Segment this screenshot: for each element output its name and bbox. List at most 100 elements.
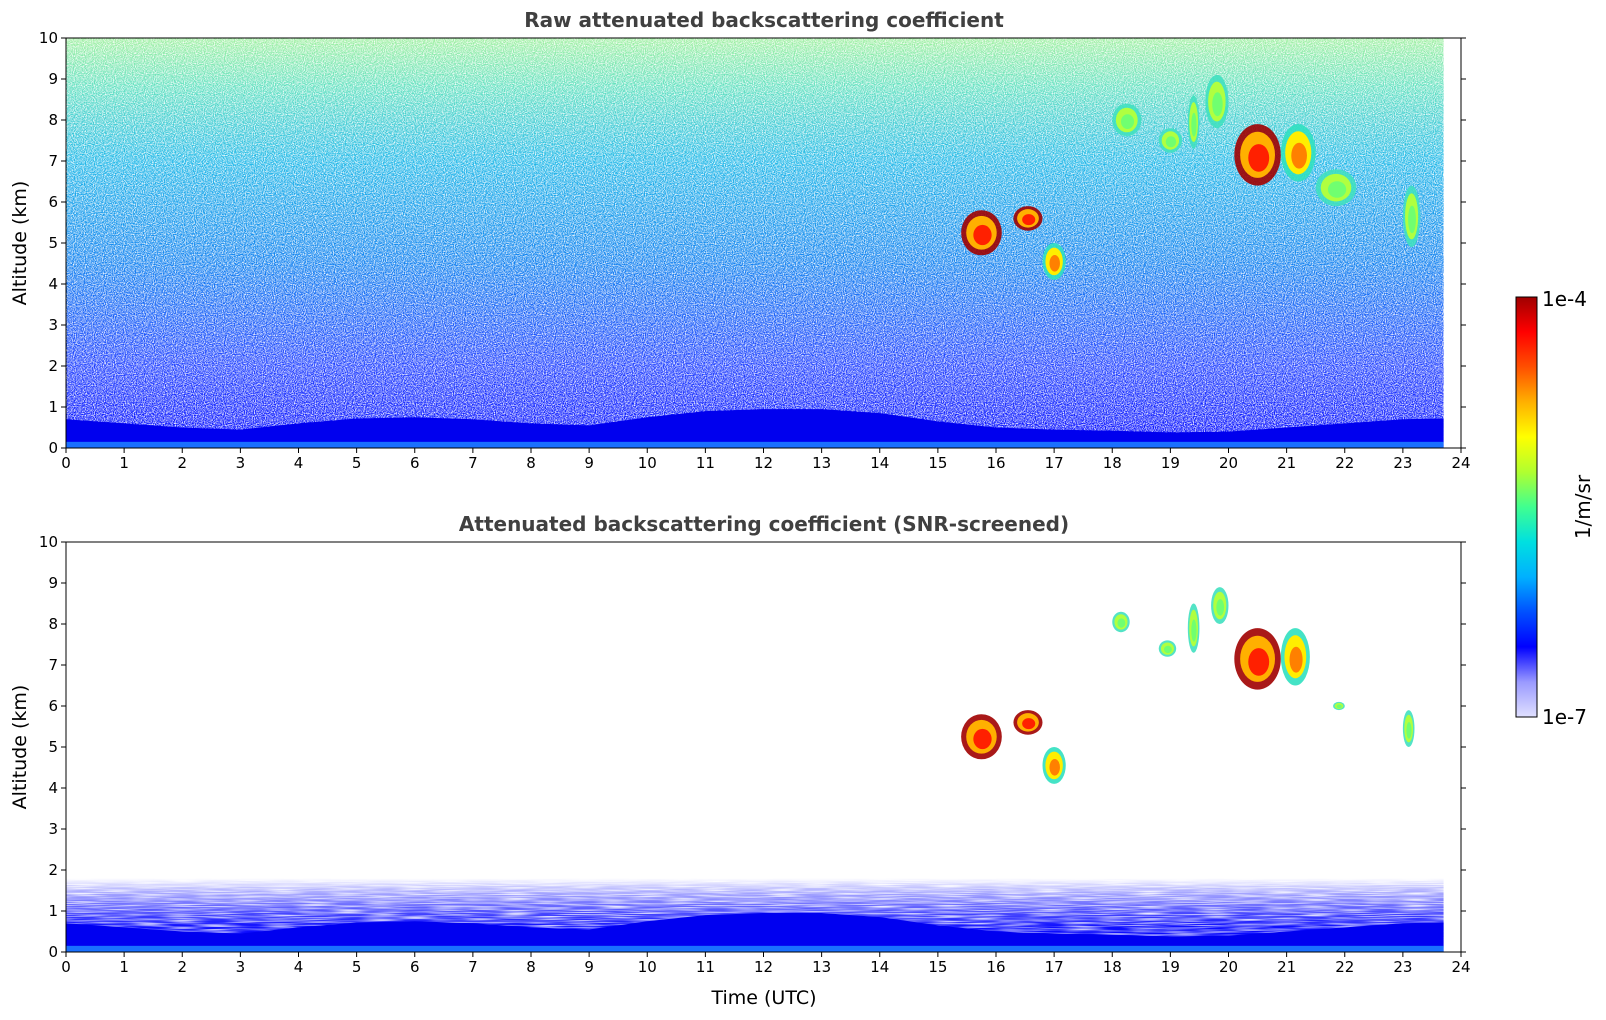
raw-x-tick-label: 9 bbox=[584, 454, 594, 472]
screened-y-tick-label: 5 bbox=[48, 738, 58, 756]
screened-y-tick-label: 10 bbox=[39, 533, 58, 551]
screened-y-tick-label: 7 bbox=[48, 656, 58, 674]
raw-x-tick-label: 24 bbox=[1451, 454, 1470, 472]
screened-cloud-feature bbox=[1112, 611, 1130, 633]
raw-x-tick-label: 4 bbox=[294, 454, 304, 472]
raw-x-tick-label: 12 bbox=[754, 454, 773, 472]
screened-x-tick-label: 6 bbox=[410, 958, 420, 976]
screened-x-tick-label: 22 bbox=[1335, 958, 1354, 976]
raw-x-tick-label: 15 bbox=[928, 454, 947, 472]
screened-x-tick-label: 18 bbox=[1103, 958, 1122, 976]
screened-cloud-feature bbox=[1013, 710, 1043, 735]
screened-y-tick-label: 0 bbox=[48, 943, 58, 961]
screened-y-tick-label: 8 bbox=[48, 615, 58, 633]
raw-x-tick-label: 16 bbox=[986, 454, 1005, 472]
screened-x-tick-label: 19 bbox=[1161, 958, 1180, 976]
screened-x-tick-label: 10 bbox=[638, 958, 657, 976]
raw-x-tick-label: 13 bbox=[812, 454, 831, 472]
screened-y-tick-label: 1 bbox=[48, 902, 58, 920]
screened-x-tick-label: 7 bbox=[468, 958, 478, 976]
screened-dense-layer bbox=[66, 913, 1444, 952]
screened-cloud-feature bbox=[1187, 603, 1200, 653]
raw-x-tick-label: 20 bbox=[1219, 454, 1238, 472]
raw-x-tick-label: 0 bbox=[61, 454, 71, 472]
colorbar-min-label: 1e-7 bbox=[1542, 705, 1587, 729]
raw-cloud-feature bbox=[1013, 206, 1043, 231]
raw-x-tick-label: 11 bbox=[696, 454, 715, 472]
screened-y-tick-label: 4 bbox=[48, 779, 58, 797]
raw-y-axis-label: Altitude (km) bbox=[9, 181, 31, 306]
screened-x-tick-label: 23 bbox=[1393, 958, 1412, 976]
raw-x-tick-label: 14 bbox=[870, 454, 889, 472]
raw-y-tick-label: 10 bbox=[39, 29, 58, 47]
raw-x-tick-label: 5 bbox=[352, 454, 362, 472]
colorbar: 1e-4 1e-7 1/m/sr bbox=[1515, 287, 1595, 729]
screened-cloud-feature bbox=[1280, 628, 1310, 686]
screened-cloud-feature bbox=[1211, 587, 1229, 624]
raw-x-tick-label: 23 bbox=[1393, 454, 1412, 472]
screened-heatmap bbox=[66, 587, 1444, 952]
raw-x-tick-label: 6 bbox=[410, 454, 420, 472]
raw-x-tick-label: 7 bbox=[468, 454, 478, 472]
raw-cloud-features bbox=[961, 74, 1421, 280]
screened-cloud-feature bbox=[1333, 701, 1345, 711]
raw-y-tick-label: 9 bbox=[48, 70, 58, 88]
raw-cloud-feature bbox=[961, 210, 1002, 256]
raw-heatmap bbox=[66, 38, 1444, 448]
raw-cloud-feature bbox=[1205, 74, 1229, 129]
screened-y-axis-label: Altitude (km) bbox=[9, 685, 31, 810]
raw-cloud-feature bbox=[1234, 124, 1281, 186]
screened-x-tick-label: 9 bbox=[584, 958, 594, 976]
screened-x-tick-label: 24 bbox=[1451, 958, 1470, 976]
raw-y-tick-label: 5 bbox=[48, 234, 58, 252]
screened-y-tick-label: 9 bbox=[48, 574, 58, 592]
screened-cloud-feature bbox=[961, 714, 1002, 760]
raw-boundary-layer bbox=[66, 409, 1444, 448]
raw-x-tick-label: 3 bbox=[236, 454, 246, 472]
raw-x-tick-label: 19 bbox=[1161, 454, 1180, 472]
raw-backscatter-panel: Raw attenuated backscattering coefficien… bbox=[9, 8, 1471, 472]
screened-cloud-feature bbox=[1402, 710, 1415, 747]
screened-axes: 0 1 2 3 4 5 6 7 8 9 10 11 12 13 14 15 16 17 18 19 20 21 22 23 24… bbox=[39, 533, 1471, 976]
raw-cloud-feature bbox=[1402, 185, 1421, 248]
screened-y-tick-label: 3 bbox=[48, 820, 58, 838]
screened-x-tick-label: 13 bbox=[812, 958, 831, 976]
screened-x-tick-label: 0 bbox=[61, 958, 71, 976]
screened-y-tick-label: 6 bbox=[48, 697, 58, 715]
raw-cloud-feature bbox=[1187, 95, 1200, 149]
screened-x-tick-label: 8 bbox=[526, 958, 536, 976]
raw-cloud-feature bbox=[1158, 128, 1182, 153]
screened-x-tick-label: 1 bbox=[119, 958, 129, 976]
x-axis-label: Time (UTC) bbox=[710, 987, 816, 1009]
raw-panel-title: Raw attenuated backscattering coefficien… bbox=[524, 8, 1004, 32]
screened-x-tick-label: 4 bbox=[294, 958, 304, 976]
screened-x-tick-label: 2 bbox=[177, 958, 187, 976]
raw-x-tick-label: 17 bbox=[1045, 454, 1064, 472]
raw-y-tick-label: 0 bbox=[48, 439, 58, 457]
raw-axes: 0 1 2 3 4 5 6 7 8 9 10 11 12 13 14 15 16 17 18 19 20 21 22 23 24… bbox=[39, 29, 1471, 472]
raw-x-tick-label: 10 bbox=[638, 454, 657, 472]
raw-x-tick-label: 8 bbox=[526, 454, 536, 472]
screened-panel-title: Attenuated backscattering coefficient (S… bbox=[459, 512, 1069, 536]
raw-x-tick-label: 21 bbox=[1277, 454, 1296, 472]
screened-x-tick-label: 5 bbox=[352, 958, 362, 976]
colorbar-max-label: 1e-4 bbox=[1542, 287, 1587, 311]
screened-cloud-feature bbox=[1158, 640, 1177, 657]
raw-cloud-feature bbox=[1112, 103, 1142, 137]
raw-y-tick-label: 3 bbox=[48, 316, 58, 334]
raw-noise-speckle bbox=[66, 38, 1444, 448]
screened-x-tick-label: 17 bbox=[1045, 958, 1064, 976]
raw-y-tick-label: 4 bbox=[48, 275, 58, 293]
screened-x-tick-label: 21 bbox=[1277, 958, 1296, 976]
screened-x-tick-label: 3 bbox=[236, 958, 246, 976]
screened-x-tick-label: 16 bbox=[986, 958, 1005, 976]
raw-y-tick-label: 1 bbox=[48, 398, 58, 416]
screened-cloud-feature bbox=[1042, 747, 1066, 784]
screened-x-tick-label: 20 bbox=[1219, 958, 1238, 976]
raw-cloud-feature bbox=[1315, 169, 1357, 207]
screened-y-tick-label: 2 bbox=[48, 861, 58, 879]
raw-y-tick-label: 7 bbox=[48, 152, 58, 170]
raw-cloud-feature bbox=[1280, 124, 1316, 182]
screened-surface-strip bbox=[66, 945, 1444, 952]
